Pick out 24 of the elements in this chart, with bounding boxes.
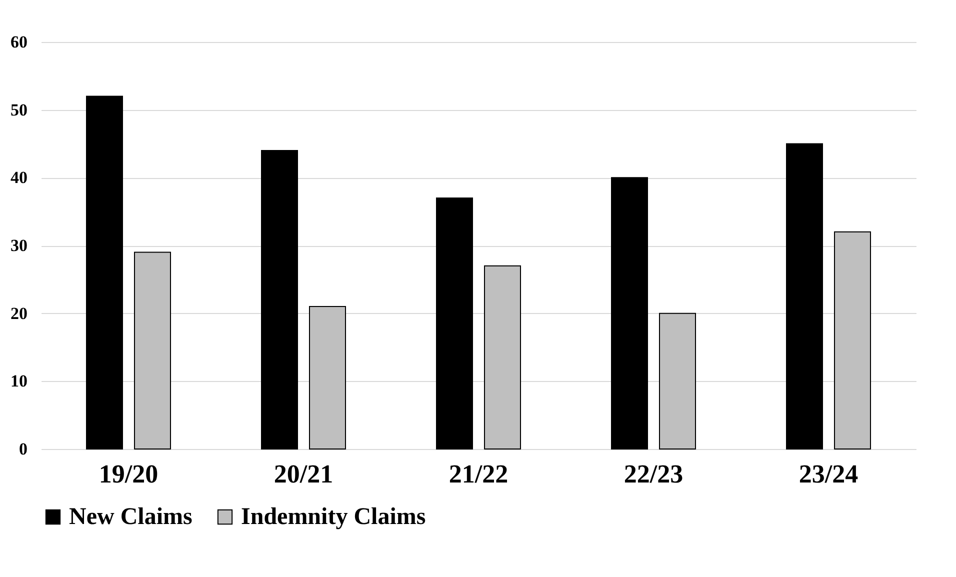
y-tick-label: 40	[10, 168, 28, 188]
y-tick-label: 20	[10, 304, 28, 323]
bar	[659, 312, 696, 450]
y-tick-label: 10	[10, 372, 28, 391]
legend-label: New Claims	[69, 504, 192, 530]
legend-label: Indemnity Claims	[241, 504, 426, 530]
x-tick-label: 23/24	[798, 460, 858, 488]
y-tick-label: 60	[10, 32, 28, 52]
x-tick-label: 19/20	[98, 460, 158, 488]
bar	[86, 96, 123, 450]
bar	[134, 252, 171, 450]
bar	[261, 150, 298, 450]
x-tick-label: 21/22	[448, 460, 508, 488]
bar	[786, 143, 823, 450]
bar	[834, 231, 871, 450]
bar	[484, 265, 521, 450]
bar	[309, 306, 346, 450]
y-tick-label: 50	[10, 100, 28, 120]
bar	[436, 198, 473, 450]
x-tick-label: 20/21	[274, 460, 334, 488]
y-tick-label: 0	[19, 440, 28, 458]
bar	[611, 177, 648, 450]
y-tick-label: 30	[10, 236, 28, 255]
x-tick-label: 22/23	[624, 460, 684, 488]
